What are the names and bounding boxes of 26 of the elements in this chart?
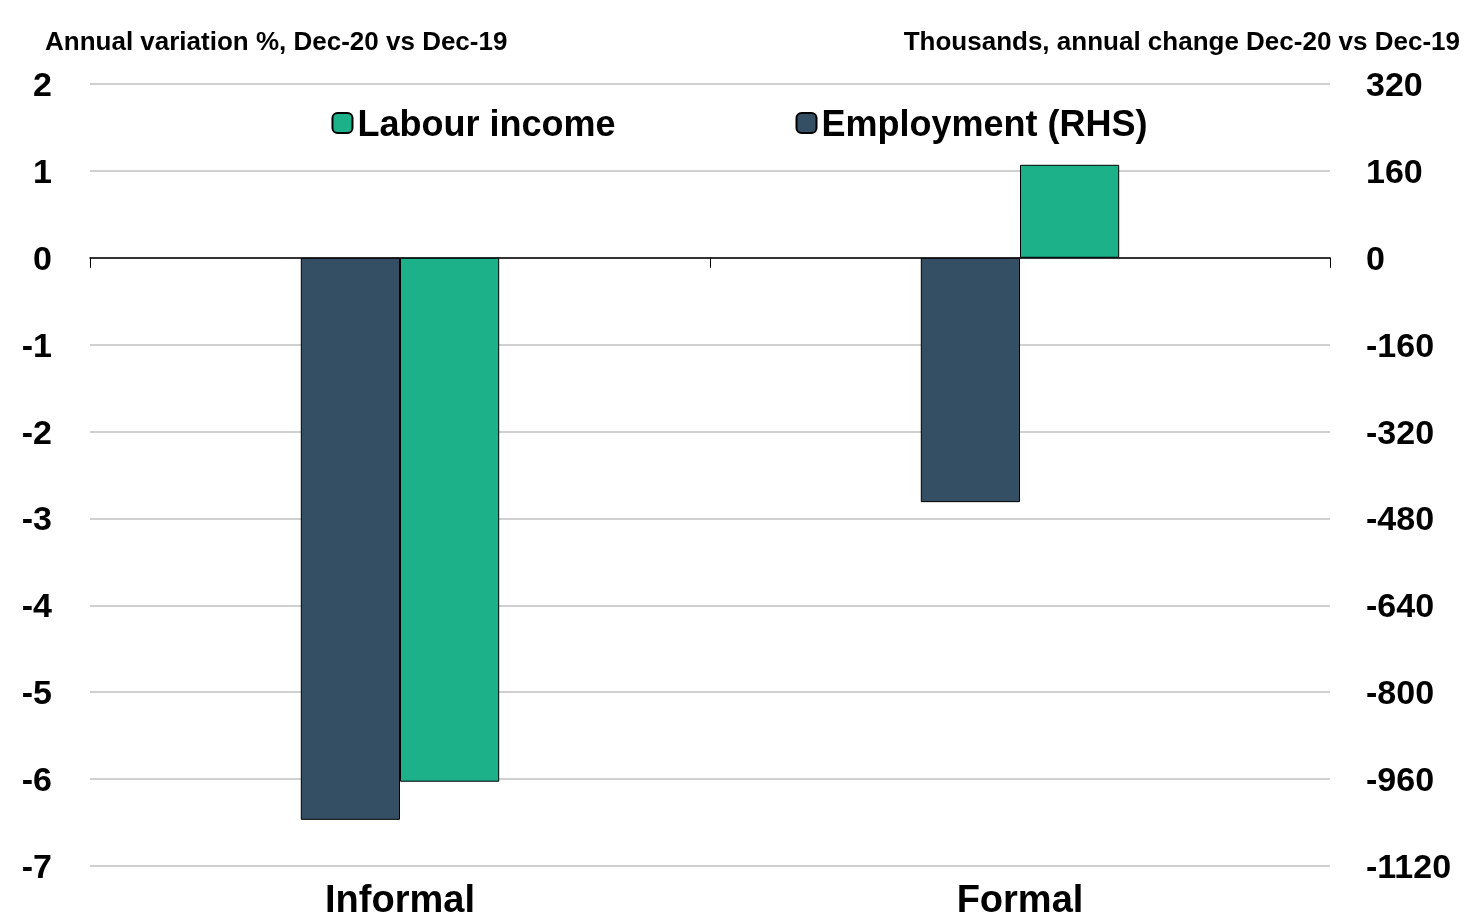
y-tick-label: -6 <box>21 760 52 799</box>
y2-tick-label: -1120 <box>1366 847 1452 885</box>
y2-tick-label: -640 <box>1366 586 1435 625</box>
y-tick-label: -4 <box>21 586 53 625</box>
x-tick-label: Formal <box>956 878 1084 920</box>
y-tick-label: -7 <box>21 847 52 885</box>
y-tick-label: -2 <box>21 412 52 451</box>
y2-tick-label: 160 <box>1366 151 1423 190</box>
y-tick-label: 2 <box>33 65 52 103</box>
y-tick-label: 1 <box>33 151 52 190</box>
x-tick-label: Informal <box>325 878 475 920</box>
y2-tick-label: -800 <box>1366 673 1435 712</box>
y2-tick-label: -480 <box>1366 499 1435 538</box>
y2-tick-label: -960 <box>1366 760 1435 799</box>
y-axis-title: Annual variation %, Dec-20 vs Dec-19 <box>45 26 508 56</box>
y-tick-label: -3 <box>21 499 52 538</box>
y-tick-label: -1 <box>21 325 52 364</box>
legend-label: Employment (RHS) <box>821 102 1148 144</box>
y-tick-label: -5 <box>21 673 52 712</box>
legend-label: Labour income <box>357 102 616 144</box>
y2-axis-title: Thousands, annual change Dec-20 vs Dec-19 <box>903 26 1460 56</box>
y2-tick-label: -160 <box>1366 325 1435 364</box>
y2-tick-label: 0 <box>1366 238 1385 277</box>
y2-tick-label: 320 <box>1366 65 1423 103</box>
y2-tick-label: -320 <box>1366 412 1435 451</box>
y-tick-label: 0 <box>33 238 52 277</box>
